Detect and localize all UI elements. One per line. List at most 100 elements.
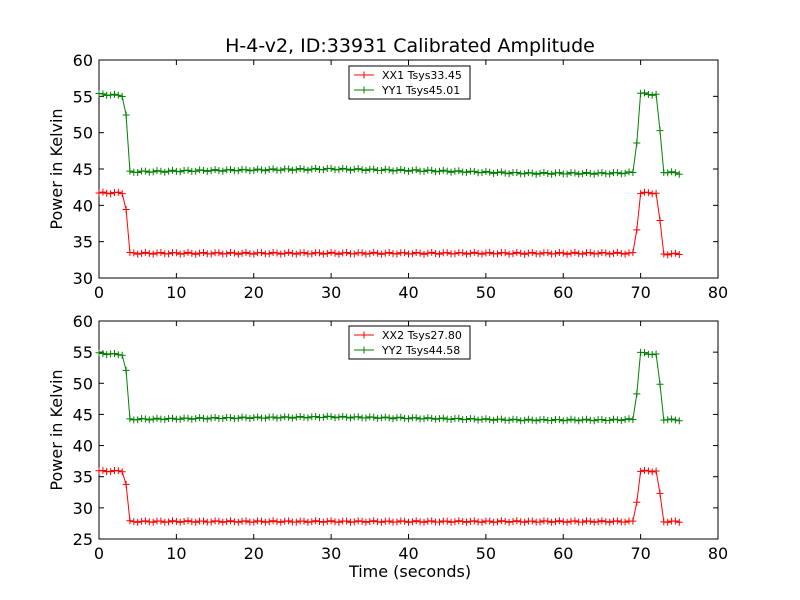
data-point — [490, 169, 498, 177]
legend-item: YY2 Tsys44.58 — [354, 344, 460, 357]
data-point — [114, 351, 122, 359]
data-point — [99, 188, 107, 196]
data-point — [300, 249, 308, 257]
data-point — [370, 517, 378, 525]
data-point — [505, 170, 513, 178]
data-point — [316, 249, 323, 257]
data-point — [610, 249, 617, 257]
data-point — [405, 518, 412, 526]
data-point — [223, 250, 231, 258]
y-tick-label: 25 — [73, 530, 93, 549]
data-point — [296, 413, 304, 420]
data-point — [532, 417, 540, 425]
data-point — [358, 517, 366, 525]
y-tick-label: 40 — [73, 437, 93, 456]
data-point — [343, 165, 351, 173]
legend-frame — [348, 65, 471, 100]
data-point — [196, 249, 204, 257]
legend-label: XX1 Tsys33.45 — [382, 69, 462, 82]
data-point — [567, 249, 575, 257]
data-point — [598, 517, 606, 525]
data-point — [122, 366, 130, 374]
data-point — [648, 190, 656, 198]
data-point — [203, 415, 211, 423]
data-point — [397, 413, 405, 421]
data-point — [269, 517, 277, 525]
legend-swatch-marker — [360, 346, 368, 354]
data-point — [211, 414, 219, 421]
data-point — [114, 467, 122, 475]
data-point — [412, 414, 420, 422]
data-point — [513, 416, 521, 424]
data-point — [358, 166, 366, 174]
data-point — [660, 250, 668, 258]
data-point — [103, 351, 111, 359]
data-point — [304, 166, 312, 174]
data-point — [207, 518, 215, 526]
data-point — [513, 517, 521, 525]
x-tick-label: 40 — [398, 283, 418, 302]
data-point — [656, 127, 664, 135]
data-point — [149, 250, 157, 258]
data-point — [254, 413, 262, 421]
data-point — [339, 412, 347, 420]
data-point — [118, 190, 126, 198]
data-point — [486, 168, 494, 176]
data-point — [563, 416, 571, 424]
data-point — [327, 164, 335, 172]
x-tick-label: 20 — [244, 283, 264, 302]
data-point — [548, 170, 556, 178]
data-point — [405, 167, 412, 175]
data-point — [343, 517, 351, 525]
data-point — [134, 169, 142, 176]
data-point — [265, 250, 273, 258]
data-point — [494, 518, 501, 526]
data-point — [470, 517, 478, 525]
data-point — [532, 170, 540, 178]
x-tick-label: 40 — [398, 544, 418, 563]
data-point — [428, 166, 436, 174]
data-point — [613, 169, 621, 177]
data-point — [586, 249, 594, 257]
x-tick-label: 50 — [476, 283, 496, 302]
data-point — [668, 415, 676, 423]
data-point — [401, 517, 409, 525]
data-point — [594, 518, 602, 526]
data-point — [350, 165, 358, 173]
data-point — [230, 249, 238, 257]
data-point — [285, 413, 293, 421]
data-point — [563, 518, 571, 526]
data-point — [230, 518, 238, 526]
data-point — [265, 518, 273, 526]
data-point — [447, 416, 455, 423]
data-point — [258, 517, 265, 525]
data-point — [323, 250, 331, 257]
data-point — [598, 169, 606, 177]
x-axis-label: Time (seconds) — [348, 562, 471, 581]
data-point — [99, 350, 107, 357]
data-point — [215, 249, 223, 257]
data-point — [466, 249, 474, 257]
x-tick-label: 50 — [476, 544, 496, 563]
data-point — [548, 417, 556, 425]
data-point — [343, 249, 351, 256]
figure-title: H-4-v2, ID:33931 Calibrated Amplitude — [225, 35, 595, 57]
data-point — [145, 249, 153, 257]
data-point — [486, 249, 494, 256]
data-point — [200, 166, 207, 174]
data-point — [675, 518, 683, 526]
data-point — [416, 249, 424, 257]
data-point — [486, 416, 494, 424]
y-tick-label: 45 — [73, 405, 93, 424]
data-point — [579, 250, 587, 258]
data-point — [172, 249, 180, 257]
data-point — [288, 249, 296, 257]
data-point — [126, 415, 134, 423]
data-point — [141, 517, 149, 525]
data-point — [641, 466, 648, 474]
data-point — [671, 416, 679, 424]
data-point — [200, 249, 207, 256]
data-point — [625, 415, 633, 423]
data-point — [544, 517, 552, 525]
x-tick-label: 80 — [708, 544, 728, 563]
